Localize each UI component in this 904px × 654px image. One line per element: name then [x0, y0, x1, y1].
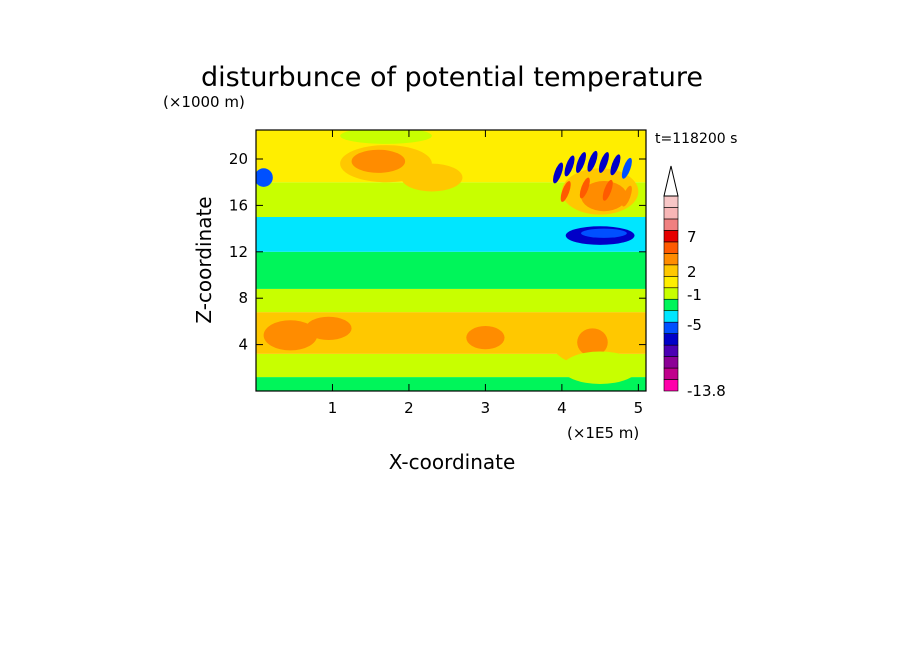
- contour-band-3: [256, 288, 646, 313]
- colorbar-level-4: [663, 333, 679, 346]
- contour-feature-13: [577, 328, 608, 357]
- colorbar-top-arrow: [663, 165, 679, 197]
- contour-feature-11: [581, 228, 627, 238]
- y-tick-label: 8: [238, 289, 248, 307]
- x-axis-unit: (×1E5 m): [567, 424, 639, 442]
- colorbar-level-10: [663, 264, 679, 277]
- contour-feature-5: [401, 163, 463, 192]
- colorbar-level-5: [663, 321, 679, 334]
- contour-feature-0: [263, 320, 318, 351]
- colorbar-level-11: [663, 253, 679, 266]
- contour-streak-2: [576, 152, 586, 173]
- x-tick-label: 3: [481, 399, 491, 417]
- colorbar-level-15: [663, 207, 679, 220]
- colorbar-tick-label: 2: [687, 263, 697, 281]
- colorbar-level-16: [663, 195, 679, 208]
- contour-streak-3: [587, 150, 598, 172]
- colorbar-level-6: [663, 310, 679, 323]
- y-axis-ticks: 4 8 12 16 20: [229, 150, 646, 354]
- colorbar-level-3: [663, 344, 679, 357]
- contour-feature-1: [305, 316, 352, 340]
- contour-streak-0: [553, 162, 564, 184]
- contour-band-4: [256, 251, 646, 289]
- colorbar-level-12: [663, 241, 679, 254]
- y-tick-label: 20: [229, 150, 248, 168]
- contour-streak-1: [564, 155, 575, 177]
- colorbar-level-0: [663, 379, 679, 392]
- colorbar: 7 2 -1 -5 -13.8: [663, 165, 726, 400]
- x-tick-label: 2: [404, 399, 414, 417]
- x-tick-label: 5: [634, 399, 644, 417]
- contour-streak-9: [602, 179, 613, 201]
- contour-feature-2: [466, 326, 505, 350]
- contour-feature-14: [561, 351, 639, 385]
- colorbar-tick-label: -5: [687, 316, 702, 334]
- x-tick-label: 4: [557, 399, 567, 417]
- x-axis-label: X-coordinate: [389, 450, 516, 474]
- contour-streak-10: [621, 185, 632, 207]
- contour-features: [256, 130, 639, 385]
- colorbar-level-13: [663, 230, 679, 243]
- contour-feature-6: [256, 168, 273, 187]
- contour-streak-6: [621, 157, 632, 179]
- contour-band-0: [256, 377, 646, 391]
- plot-area: [256, 130, 646, 391]
- contour-streak-5: [610, 154, 621, 176]
- colorbar-tick-label: 7: [687, 228, 697, 246]
- colorbar-tick-label: -13.8: [687, 382, 726, 400]
- contour-band-1: [256, 353, 646, 378]
- contour-streak-4: [598, 152, 609, 173]
- x-tick-label: 1: [328, 399, 338, 417]
- colorbar-level-14: [663, 218, 679, 231]
- colorbar-tick-label: -1: [687, 286, 702, 304]
- y-tick-label: 4: [238, 336, 248, 354]
- chart-title: disturbunce of potential temperature: [201, 62, 703, 93]
- colorbar-level-9: [663, 275, 679, 289]
- time-label: t=118200 s: [655, 131, 737, 147]
- plot-frame: [255, 129, 647, 392]
- y-axis-unit: (×1000 m): [163, 93, 245, 111]
- contour-streak-8: [579, 177, 590, 199]
- y-axis-label: Z-coordinate: [192, 196, 216, 323]
- y-tick-label: 16: [229, 196, 248, 214]
- colorbar-level-8: [663, 287, 679, 300]
- x-axis-ticks: 1 2 3 4 5: [328, 130, 643, 417]
- colorbar-level-7: [663, 298, 679, 312]
- y-tick-label: 12: [229, 243, 248, 261]
- colorbar-level-1: [663, 367, 679, 380]
- colorbar-level-2: [663, 356, 679, 369]
- contour-feature-4: [351, 149, 406, 173]
- contour-streak-7: [560, 181, 571, 202]
